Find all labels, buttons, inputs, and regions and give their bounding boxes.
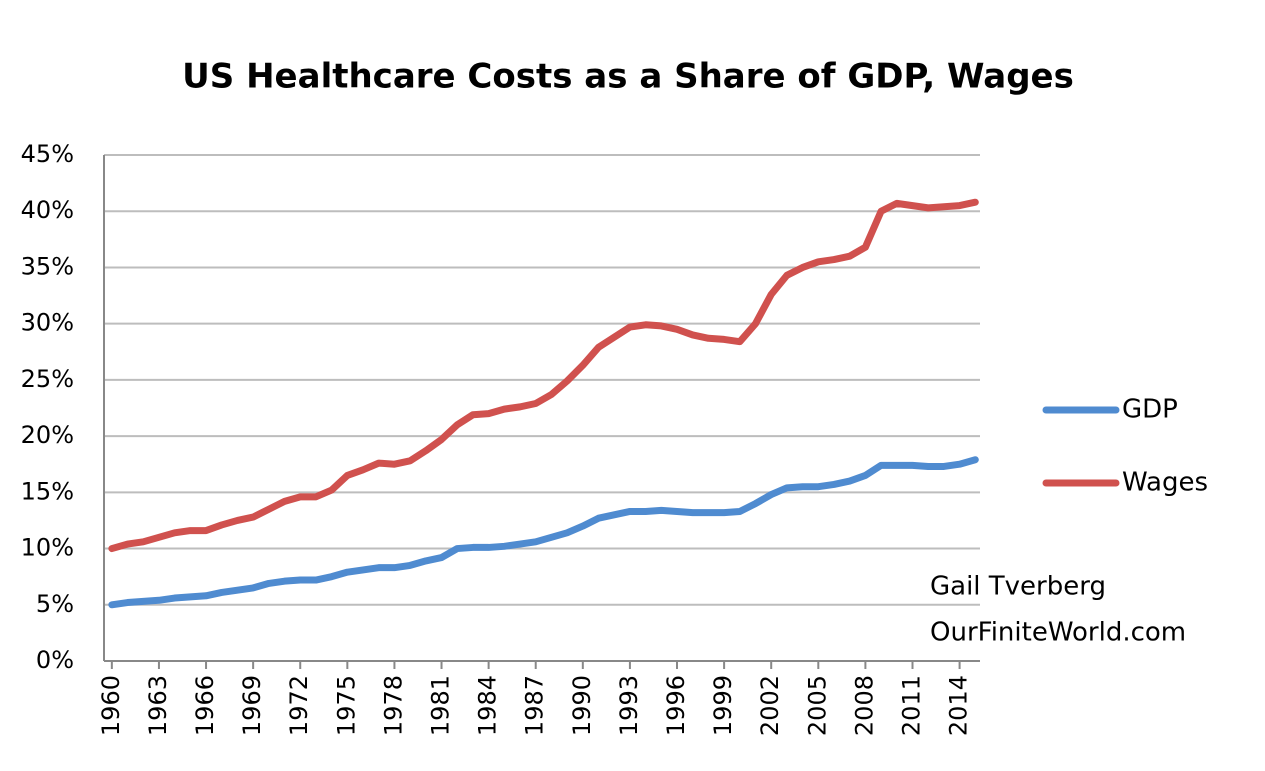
annotation: Gail Tverberg — [930, 572, 1106, 602]
x-tick-label: 2002 — [756, 675, 784, 736]
x-tick-label: 1993 — [615, 675, 643, 736]
line-series — [108, 456, 979, 609]
x-tick-label: 1999 — [709, 675, 737, 736]
y-tick-label: 10% — [21, 534, 74, 562]
x-tick-label: 1969 — [238, 675, 266, 736]
x-tick-label: 1984 — [474, 675, 502, 736]
y-tick-label: 30% — [21, 309, 74, 337]
x-tick-label: 1966 — [191, 675, 219, 736]
line-series — [108, 198, 979, 553]
x-tick-label: 1978 — [379, 675, 407, 736]
x-tick-label: 1963 — [144, 675, 172, 736]
y-tick-label: 40% — [21, 196, 74, 224]
x-tick-label: 1996 — [662, 675, 690, 736]
y-tick-label: 45% — [21, 140, 74, 168]
x-tick-label: 1972 — [285, 675, 313, 736]
x-tick-label: 1990 — [568, 675, 596, 736]
y-tick-label: 15% — [21, 477, 74, 505]
x-tick-label: 2014 — [945, 675, 973, 736]
y-tick-label: 0% — [36, 646, 74, 674]
chart-title: US Healthcare Costs as a Share of GDP, W… — [182, 57, 1074, 97]
x-tick-label: 1981 — [427, 675, 455, 736]
x-tick-label: 2005 — [803, 675, 831, 736]
x-tick-label: 1975 — [332, 675, 360, 736]
x-tick-label: 2011 — [897, 675, 925, 736]
x-tick-label: 1960 — [97, 675, 125, 736]
annotation: OurFiniteWorld.com — [930, 618, 1186, 648]
y-tick-label: 35% — [21, 252, 74, 280]
legend-label: GDP — [1122, 395, 1178, 425]
x-tick-label: 1987 — [521, 675, 549, 736]
y-tick-label: 25% — [21, 365, 74, 393]
y-tick-label: 5% — [36, 590, 74, 618]
y-tick-label: 20% — [21, 421, 74, 449]
x-tick-label: 2008 — [850, 675, 878, 736]
legend-label: Wages — [1122, 468, 1208, 498]
